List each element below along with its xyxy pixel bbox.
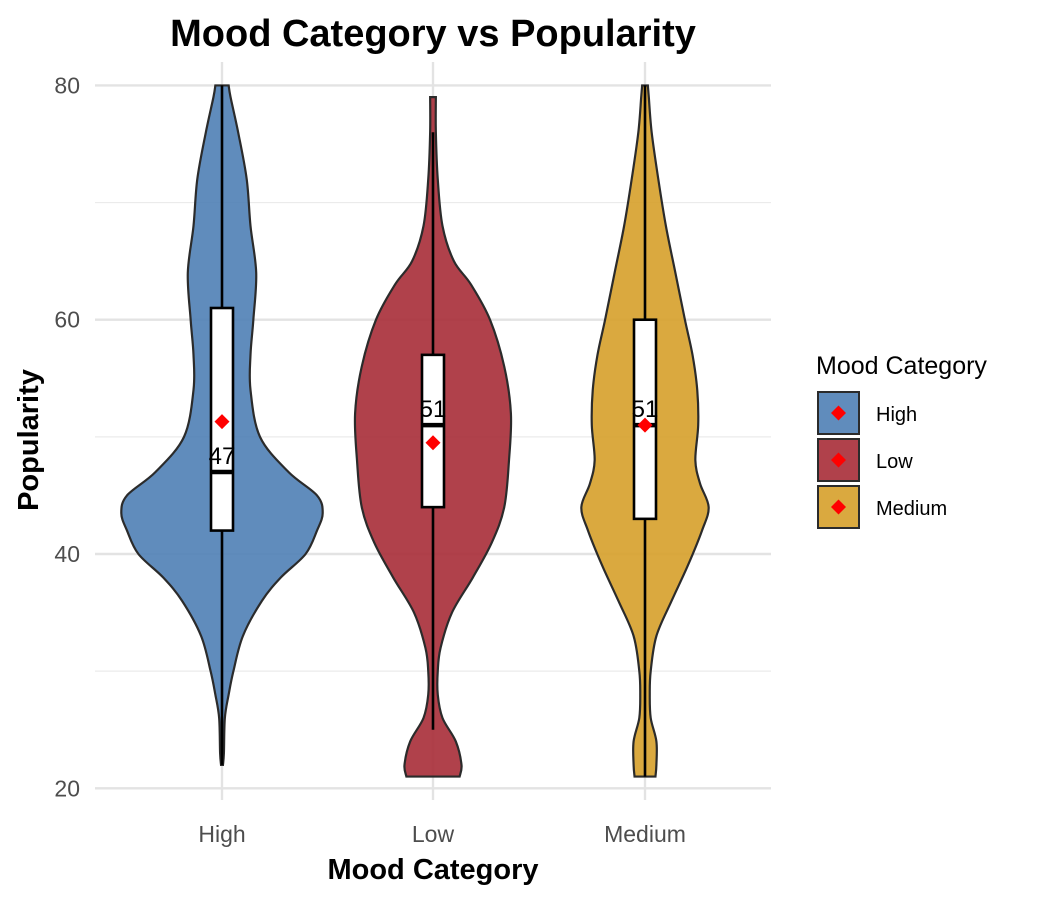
x-tick-label: Low bbox=[412, 821, 455, 847]
y-tick-label: 60 bbox=[54, 307, 80, 333]
legend-entry-high: High bbox=[817, 391, 917, 435]
legend-entries: High Low Medium bbox=[817, 391, 947, 529]
legend-entry-low: Low bbox=[817, 438, 913, 482]
legend-label: Low bbox=[876, 451, 913, 473]
mean-marker bbox=[425, 435, 441, 451]
legend-label: High bbox=[876, 404, 917, 426]
y-tick-label: 80 bbox=[54, 72, 80, 98]
legend-label: Medium bbox=[876, 498, 947, 520]
x-axis-title: Mood Category bbox=[327, 854, 538, 886]
mean-marker bbox=[214, 414, 230, 430]
legend-entry-medium: Medium bbox=[817, 485, 947, 529]
violin-layer bbox=[120, 84, 710, 778]
chart-title: Mood Category vs Popularity bbox=[170, 13, 696, 55]
y-axis-ticks: 20 40 60 80 bbox=[54, 72, 80, 801]
y-tick-label: 40 bbox=[54, 541, 80, 567]
median-label: 51 bbox=[420, 396, 447, 423]
mean-marker-layer bbox=[214, 414, 653, 451]
x-tick-label: Medium bbox=[604, 821, 686, 847]
x-axis-ticks: High Low Medium bbox=[198, 821, 686, 847]
legend-title: Mood Category bbox=[816, 352, 987, 380]
legend-mean-icon bbox=[831, 499, 846, 515]
box-low bbox=[420, 353, 446, 509]
x-tick-label: High bbox=[198, 821, 245, 847]
legend-mean-icon bbox=[831, 452, 846, 468]
legend: Mood Category High Low Medium bbox=[816, 352, 987, 529]
mean-marker bbox=[637, 417, 653, 433]
median-label: 47 bbox=[209, 443, 236, 470]
y-axis-title: Popularity bbox=[13, 369, 45, 511]
y-tick-label: 20 bbox=[54, 775, 80, 801]
boxplot-layer bbox=[209, 85, 658, 777]
legend-mean-icon bbox=[831, 405, 846, 421]
